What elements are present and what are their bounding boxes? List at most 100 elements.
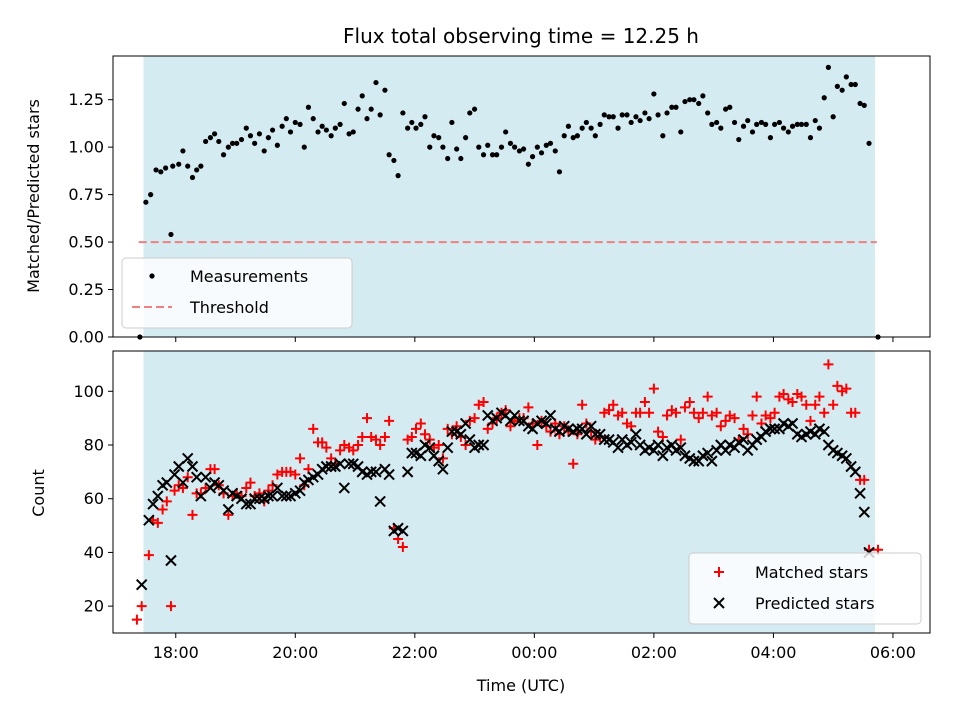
measurement-point [368, 106, 374, 112]
measurement-point [556, 169, 563, 175]
matched-star-marker [290, 469, 301, 480]
predicted-star-marker [424, 441, 436, 454]
measurement-point [409, 119, 415, 126]
measurement-point [763, 121, 769, 127]
predicted-star-marker [688, 455, 700, 467]
matched-star-marker [348, 445, 359, 456]
measurement-point [315, 129, 321, 135]
measurement-point [471, 106, 478, 112]
measurement-point [520, 146, 527, 152]
predicted-star-marker [199, 471, 212, 483]
measurement-point [212, 131, 218, 137]
bottom-chart-data [131, 359, 884, 625]
top-chart-plot-area: 0.00 0.25 0.50 0.75 1.00 1.25 Measurements Thre… [68, 55, 931, 347]
measurement-point [386, 152, 392, 158]
predicted-star-marker [544, 409, 557, 422]
matched-star-marker [729, 413, 740, 424]
matched-star-marker [131, 614, 142, 625]
matched-star-marker [644, 407, 655, 418]
legend-label-measurements: Measurements [190, 267, 308, 286]
measurement-point [283, 116, 289, 122]
measurement-point [485, 142, 491, 148]
matched-star-marker [384, 415, 395, 426]
x-tick-label: 04:00 [750, 643, 796, 662]
x-tick-label: 18:00 [153, 643, 199, 662]
measurement-point [449, 119, 455, 126]
matched-star-marker [442, 423, 453, 434]
measurement-point [525, 161, 531, 167]
measurement-point [655, 112, 661, 118]
measurement-point [843, 74, 849, 80]
matched-star-marker [437, 453, 448, 464]
measurement-point [297, 121, 303, 127]
matched-star-marker [295, 453, 306, 464]
predicted-star-marker [135, 578, 148, 591]
measurement-point [440, 144, 446, 150]
predicted-star-marker [764, 423, 777, 435]
predicted-star-marker [152, 490, 164, 502]
measurement-point [143, 199, 149, 205]
measurement-point [391, 157, 397, 164]
predicted-star-marker [433, 455, 445, 467]
measurement-point [749, 129, 756, 135]
measurement-point [651, 91, 657, 97]
predicted-star-marker [240, 498, 252, 510]
matched-star-marker [433, 440, 444, 450]
predicted-star-marker [589, 428, 602, 440]
measurement-point [359, 93, 365, 99]
measurement-point [301, 144, 307, 150]
legend-label-threshold: Threshold [189, 298, 269, 317]
measurement-point [413, 125, 419, 131]
predicted-star-marker [143, 514, 155, 526]
matched-star-marker [778, 388, 789, 399]
measurement-point [216, 138, 222, 145]
measurement-point [158, 169, 164, 175]
measurement-point [745, 117, 751, 124]
matched-star-marker [814, 391, 825, 402]
predicted-star-marker [437, 463, 449, 475]
measurement-point [579, 125, 585, 131]
predicted-star-marker [195, 490, 207, 502]
measurement-point [723, 106, 729, 112]
measurement-point [279, 123, 285, 129]
measurement-point [512, 144, 518, 150]
measurement-point [400, 110, 406, 116]
measurement-point [830, 114, 836, 120]
predicted-star-marker [849, 466, 862, 478]
matched-star-marker [143, 550, 154, 561]
matched-star-marker [411, 423, 422, 434]
predicted-star-marker [177, 476, 189, 489]
matched-star-marker [397, 542, 408, 553]
matched-star-marker [357, 431, 368, 442]
measurement-point [431, 133, 437, 139]
measurement-point [543, 142, 549, 148]
matched-star-marker [828, 399, 839, 410]
measurement-point [624, 112, 630, 118]
measurement-point [606, 114, 612, 120]
matched-star-marker [415, 418, 426, 429]
bottom-chart-frame [112, 350, 931, 634]
measurement-point [570, 135, 576, 141]
measurement-point [498, 144, 505, 150]
legend-box [688, 552, 922, 625]
predicted-star-marker [612, 441, 624, 454]
matched-star-marker [161, 496, 172, 507]
matched-star-marker [684, 397, 695, 408]
measurement-point [265, 135, 271, 141]
measurement-point [619, 112, 625, 118]
measurement-point [454, 146, 460, 152]
measurement-point [180, 148, 186, 154]
matched-star-marker [769, 407, 780, 418]
matched-star-marker [152, 517, 163, 528]
predicted-star-marker [343, 458, 355, 470]
predicted-star-marker [786, 417, 799, 430]
predicted-star-marker [173, 460, 185, 473]
measurement-point [857, 100, 863, 107]
matched-star-marker [688, 407, 699, 418]
matched-star-marker [702, 391, 713, 402]
measurement-point [162, 165, 169, 171]
matched-star-marker [169, 485, 180, 496]
measurement-point [332, 125, 338, 131]
y-tick-label: 60 [84, 489, 104, 508]
measurement-point [834, 83, 840, 89]
